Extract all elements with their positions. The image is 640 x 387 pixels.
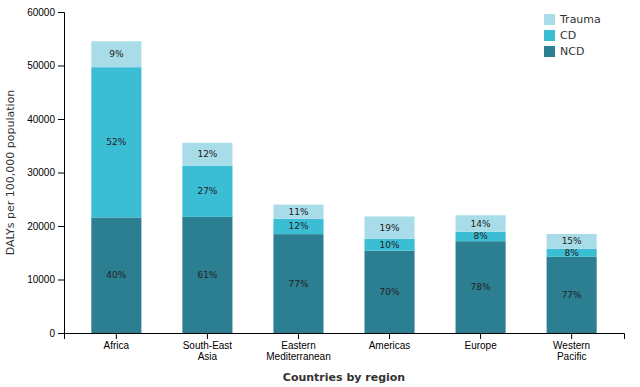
bar xyxy=(182,143,232,166)
bar xyxy=(547,257,597,333)
segment-label: 12% xyxy=(288,221,308,231)
segment-label: 78% xyxy=(471,282,491,292)
tick: 30000 xyxy=(27,167,64,178)
tick: 0 xyxy=(49,328,64,339)
segment-label: 52% xyxy=(106,137,126,147)
bars xyxy=(91,41,596,333)
tick-mark xyxy=(480,333,481,339)
tick-label: 0 xyxy=(49,328,55,339)
tick: 60000 xyxy=(27,7,64,18)
tick: South-EastAsia xyxy=(183,333,233,362)
bar xyxy=(91,41,141,67)
tick-mark xyxy=(58,66,64,67)
legend-item: CD xyxy=(544,29,576,42)
series xyxy=(91,41,596,249)
segment-labels: 40% 61% 77% 70% 78% 77% 52% 27% 12% 10% 8% 8% 9% 12% 1… xyxy=(106,49,582,300)
tick: 50000 xyxy=(27,60,64,71)
legend: Trauma CD NCD xyxy=(544,13,601,58)
bar xyxy=(91,67,141,217)
y-axis: 0 10000 20000 30000 40000 50000 60000 xyxy=(27,7,64,339)
tick: 10000 xyxy=(27,274,64,285)
segment-label: 8% xyxy=(565,248,580,258)
legend-item: NCD xyxy=(544,45,584,58)
bar xyxy=(547,234,597,249)
bar xyxy=(273,205,323,219)
segment-label: 70% xyxy=(380,287,400,297)
legend-item: Trauma xyxy=(544,13,601,26)
axis-line xyxy=(58,13,65,334)
axis-line xyxy=(65,334,625,340)
tick: WesternPacific xyxy=(553,333,590,362)
segment-label: 9% xyxy=(109,49,124,59)
legend-swatch xyxy=(544,30,555,41)
segment-label: 11% xyxy=(288,207,308,217)
segment-label: 27% xyxy=(197,186,217,196)
bar xyxy=(456,241,506,333)
bar xyxy=(91,217,141,333)
segment-label: 19% xyxy=(380,223,400,233)
bar xyxy=(273,234,323,333)
legend-label: Trauma xyxy=(559,13,601,26)
tick-mark xyxy=(571,333,572,339)
series xyxy=(91,217,596,333)
bar xyxy=(364,251,414,333)
bar xyxy=(456,215,506,231)
segment-label: 15% xyxy=(562,236,582,246)
tick: Europe xyxy=(464,333,497,351)
bar xyxy=(364,239,414,251)
segment-label: 8% xyxy=(473,231,488,241)
tick-mark xyxy=(207,333,208,339)
tick: 40000 xyxy=(27,114,64,125)
segment-label: 40% xyxy=(106,270,126,280)
series xyxy=(91,67,596,257)
bar xyxy=(182,217,232,333)
tick-label: Americas xyxy=(369,340,411,351)
tick-label: WesternPacific xyxy=(553,340,590,362)
segment-label: 77% xyxy=(562,290,582,300)
legend-label: NCD xyxy=(560,45,584,58)
bar xyxy=(456,232,506,241)
bar xyxy=(182,166,232,217)
x-axis-title: Countries by region xyxy=(283,371,405,384)
segment-label: 12% xyxy=(197,149,217,159)
tick: Africa xyxy=(104,333,130,351)
legend-label: CD xyxy=(560,29,576,42)
segment-label: 14% xyxy=(471,219,491,229)
tick-label: Europe xyxy=(464,340,497,351)
tick-label: Africa xyxy=(104,340,130,351)
tick-label: 30000 xyxy=(27,167,55,178)
tick-label: 40000 xyxy=(27,114,55,125)
plot: 40% 61% 77% 70% 78% 77% 52% 27% 12% 10% 8% 8% 9% 12% 1… xyxy=(27,7,624,362)
tick: EasternMediterranean xyxy=(266,333,330,362)
tick-label: 60000 xyxy=(27,7,55,18)
tick-mark xyxy=(58,173,64,174)
legend-swatch xyxy=(544,46,555,57)
bar xyxy=(273,219,323,234)
tick-mark xyxy=(116,333,117,339)
legend-swatch xyxy=(544,14,555,25)
tick: 20000 xyxy=(27,221,64,232)
tick-mark xyxy=(58,12,64,13)
tick-mark xyxy=(58,333,64,334)
tick-mark xyxy=(58,280,64,281)
segment-label: 61% xyxy=(197,270,217,280)
segment-label: 77% xyxy=(288,279,308,289)
segment-label: 10% xyxy=(380,240,400,250)
tick-mark xyxy=(58,119,64,120)
y-axis-title: DALYs per 100,000 population xyxy=(4,90,17,256)
tick-mark xyxy=(58,226,64,227)
tick-label: 50000 xyxy=(27,60,55,71)
tick-label: EasternMediterranean xyxy=(266,340,330,362)
tick-label: South-EastAsia xyxy=(183,340,233,362)
tick-label: 10000 xyxy=(27,274,55,285)
tick-label: 20000 xyxy=(27,221,55,232)
tick: Americas xyxy=(369,333,411,351)
chart: 40% 61% 77% 70% 78% 77% 52% 27% 12% 10% 8% 8% 9% 12% 1… xyxy=(0,0,640,387)
bar xyxy=(364,216,414,238)
tick-mark xyxy=(389,333,390,339)
x-axis: Africa South-EastAsia EasternMediterranean… xyxy=(65,333,625,362)
tick-mark xyxy=(298,333,299,339)
